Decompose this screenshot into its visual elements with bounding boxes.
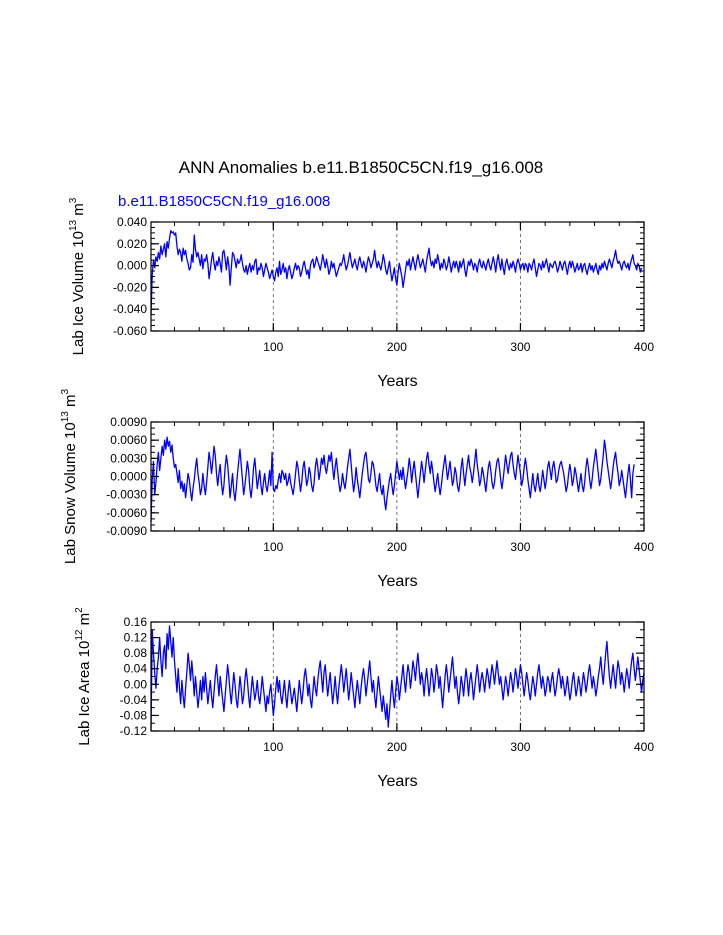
y-tick-label: 0.0060 [110,433,147,447]
x-axis-label: Years [377,373,417,390]
y-axis-label: Lab Ice Area 1012 m2 [74,607,93,746]
x-tick-label: 100 [263,540,283,554]
chart-panel-3: 0.16 0.120.08 0.040.00 -0.04-0.08 -0.12 100 20… [74,607,654,790]
ylabel-exponent: 13 [68,219,79,231]
y-tick-label: -0.08 [120,708,148,722]
ylabel-unit: m [70,203,87,220]
ylabel-main: Lab Ice Area 10 [76,641,93,746]
y-tick-label: -0.060 [113,324,147,338]
y-tick-label: 0.020 [117,237,147,251]
x-tick-label: 300 [510,540,530,554]
y-tick-label: 0.16 [124,615,148,629]
y-tick-label: 0.12 [124,631,148,645]
case-label: b.e11.B1850C5CN.f19_g16.008 [118,193,330,210]
x-tick-label: 100 [263,740,283,754]
ylabel-exponent: 12 [74,629,85,641]
x-tick-label: 400 [634,540,654,554]
ylabel-unit-exponent: 2 [74,607,85,613]
series-line [150,436,635,522]
y-axis-label: Lab Snow Volume 1013 m3 [60,388,79,564]
y-tick-label: 0.00 [124,677,148,691]
x-tick-label: 200 [387,540,407,554]
ylabel-unit-exponent: 3 [60,388,71,394]
y-tick-label: -0.0060 [106,506,147,520]
x-axis-label: Years [377,773,417,790]
y-tick-label: 0.04 [124,662,148,676]
ylabel-main: Lab Ice Volume 10 [70,231,87,355]
ylabel-unit-exponent: 3 [68,197,79,203]
y-axis-label: Lab Ice Volume 1013 m3 [68,197,87,355]
chart-panel-1: 0.040 0.020 0.000 -0.020 -0.040 -0.060 100 200 3… [68,197,654,390]
y-tick-label: -0.0030 [106,488,147,502]
ylabel-main: Lab Snow Volume 10 [62,422,79,564]
ylabel-unit: m [76,613,93,630]
figure-title: ANN Anomalies b.e11.B1850C5CN.f19_g16.00… [179,158,543,177]
y-tick-label: -0.020 [113,280,147,294]
y-tick-label: 0.0090 [110,415,147,429]
series-line [150,625,645,732]
y-tick-label: 0.040 [117,215,147,229]
y-tick-label: 0.0030 [110,451,147,465]
ylabel-unit: m [62,394,79,411]
y-tick-label: 0.000 [117,259,147,273]
y-tick-label: -0.04 [120,693,148,707]
x-tick-label: 300 [510,740,530,754]
panels-group: 0.040 0.020 0.000 -0.020 -0.040 -0.060 100 200 3… [60,197,654,790]
y-tick-label: 0.08 [124,646,148,660]
ylabel-exponent: 13 [60,411,71,423]
x-tick-label: 100 [263,340,283,354]
y-tick-label: -0.0090 [106,524,147,538]
x-tick-label: 200 [387,340,407,354]
series-line [150,230,643,315]
y-tick-label: -0.040 [113,302,147,316]
y-tick-label: 0.0000 [110,470,147,484]
x-axis-label: Years [377,573,417,590]
x-tick-label: 400 [634,740,654,754]
x-tick-label: 200 [387,740,407,754]
chart-panel-2: 0.0090 0.0060 0.0030 0.0000 -0.0030 -0.0060 -0… [60,388,654,590]
x-tick-label: 400 [634,340,654,354]
x-tick-label: 300 [510,340,530,354]
y-tick-label: -0.12 [120,724,148,738]
